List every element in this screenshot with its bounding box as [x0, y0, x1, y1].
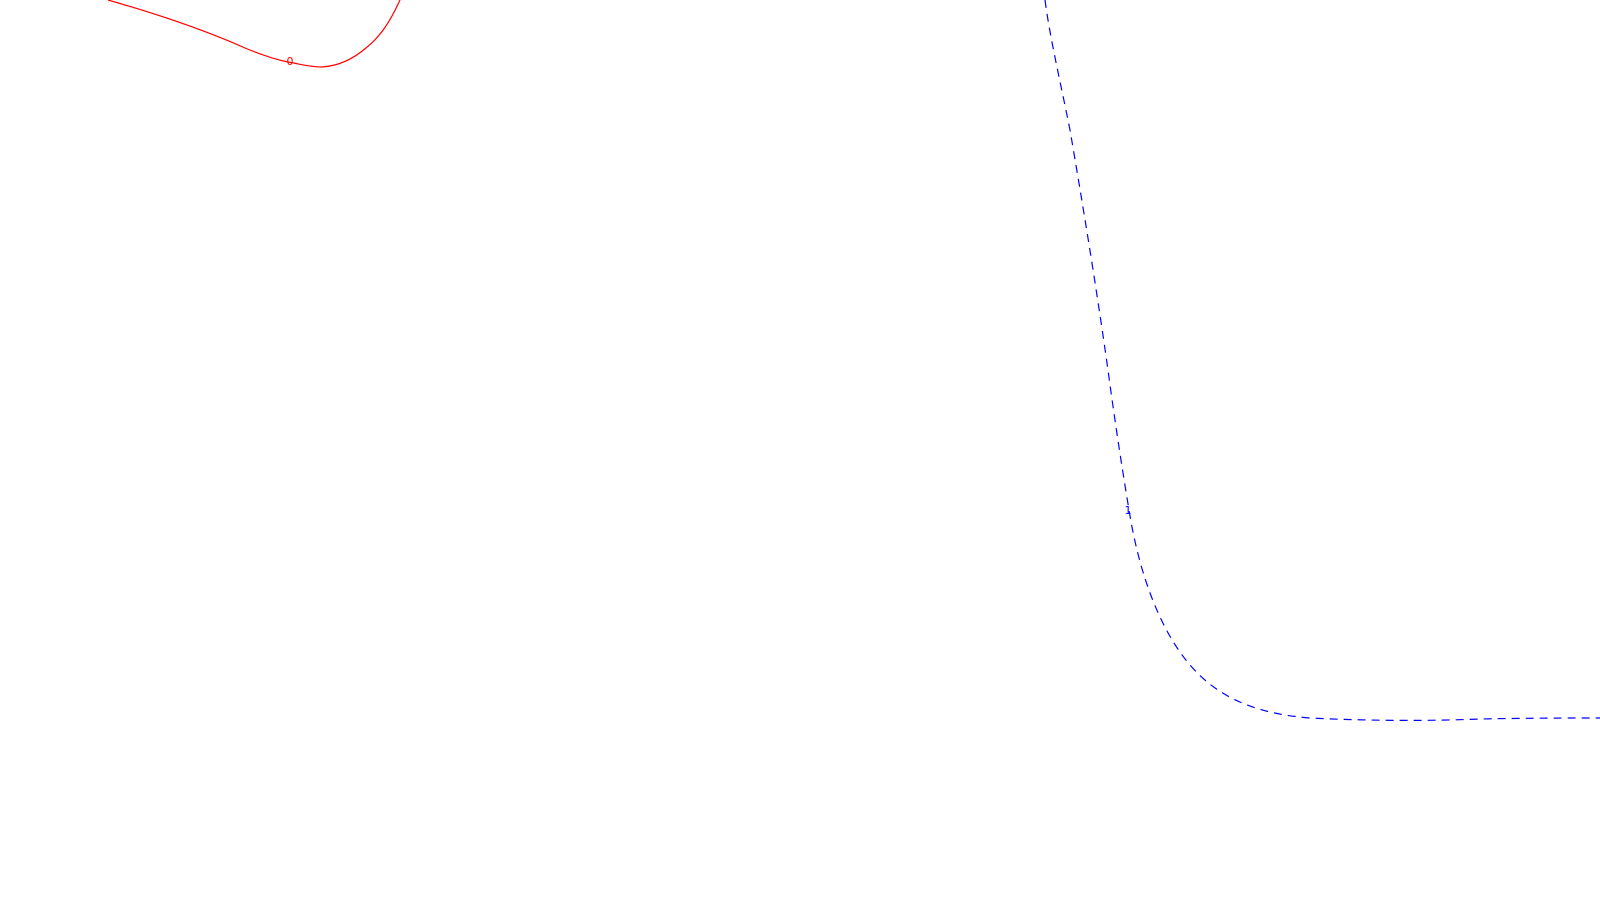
contour-label-0: 0	[287, 55, 294, 68]
contour-label-1: 1	[1125, 504, 1132, 517]
contour-line-0	[107, 0, 401, 68]
contour-line-1	[1044, 0, 1600, 721]
